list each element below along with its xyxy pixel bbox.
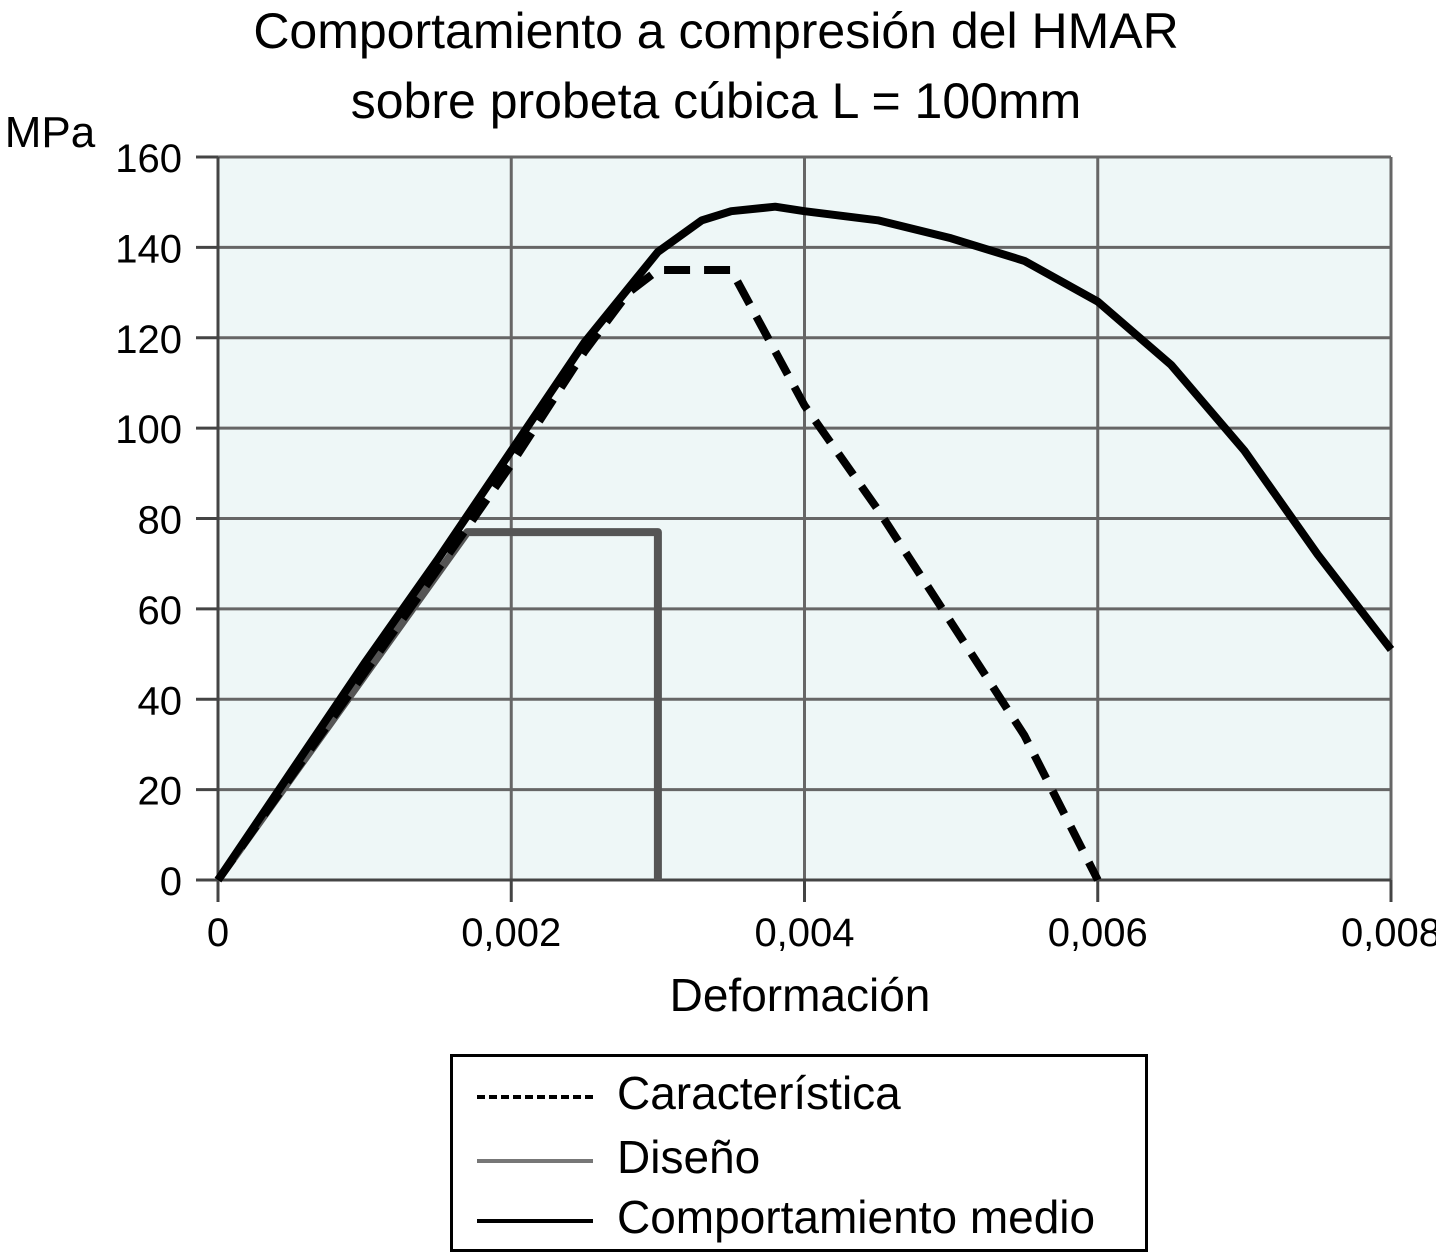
x-tick-label: 0,008 xyxy=(1341,911,1436,955)
series-line-0 xyxy=(214,266,1102,883)
y-tick-label: 20 xyxy=(138,770,183,814)
series-line-2 xyxy=(214,202,1395,883)
y-tick-label: 120 xyxy=(115,318,182,362)
y-tick-label: 0 xyxy=(160,860,182,904)
legend: Característica Diseño Comportamiento med… xyxy=(450,1054,1148,1252)
legend-swatch-dashed xyxy=(477,1095,593,1099)
y-tick-label: 80 xyxy=(138,499,183,543)
chart-title: Comportamiento a compresión del HMAR xyxy=(253,3,1179,59)
y-tick-label: 160 xyxy=(115,137,182,181)
legend-label: Característica xyxy=(617,1067,901,1119)
x-tick-label: 0,004 xyxy=(754,911,854,955)
y-axis-label: MPa xyxy=(5,108,96,157)
y-tick-label: 60 xyxy=(138,589,183,633)
x-tick-labels: 0 0,002 0,004 0,006 0,008 xyxy=(207,911,1436,955)
legend-item-diseno: Diseño xyxy=(453,1127,1145,1187)
legend-item-comportamiento-medio: Comportamiento medio xyxy=(453,1187,1145,1247)
x-tick-label: 0,002 xyxy=(461,911,561,955)
chart-subtitle: sobre probeta cúbica L = 100mm xyxy=(350,73,1082,129)
x-tick-label: 0,006 xyxy=(1048,911,1148,955)
y-tick-labels: 0 20 40 60 80 100 120 140 160 xyxy=(115,137,182,904)
x-axis-label: Deformación xyxy=(670,969,931,1021)
legend-item-caracteristica: Característica xyxy=(453,1063,1145,1123)
legend-label: Diseño xyxy=(617,1131,761,1183)
legend-swatch-gray xyxy=(477,1159,593,1163)
y-tick-label: 140 xyxy=(115,227,182,271)
x-tick-label: 0 xyxy=(207,911,229,955)
y-tick-label: 100 xyxy=(115,408,182,452)
axes xyxy=(196,155,1393,902)
legend-swatch-solid xyxy=(477,1219,593,1223)
series-lines xyxy=(214,202,1395,883)
legend-label: Comportamiento medio xyxy=(617,1191,1096,1243)
y-tick-label: 40 xyxy=(138,679,183,723)
